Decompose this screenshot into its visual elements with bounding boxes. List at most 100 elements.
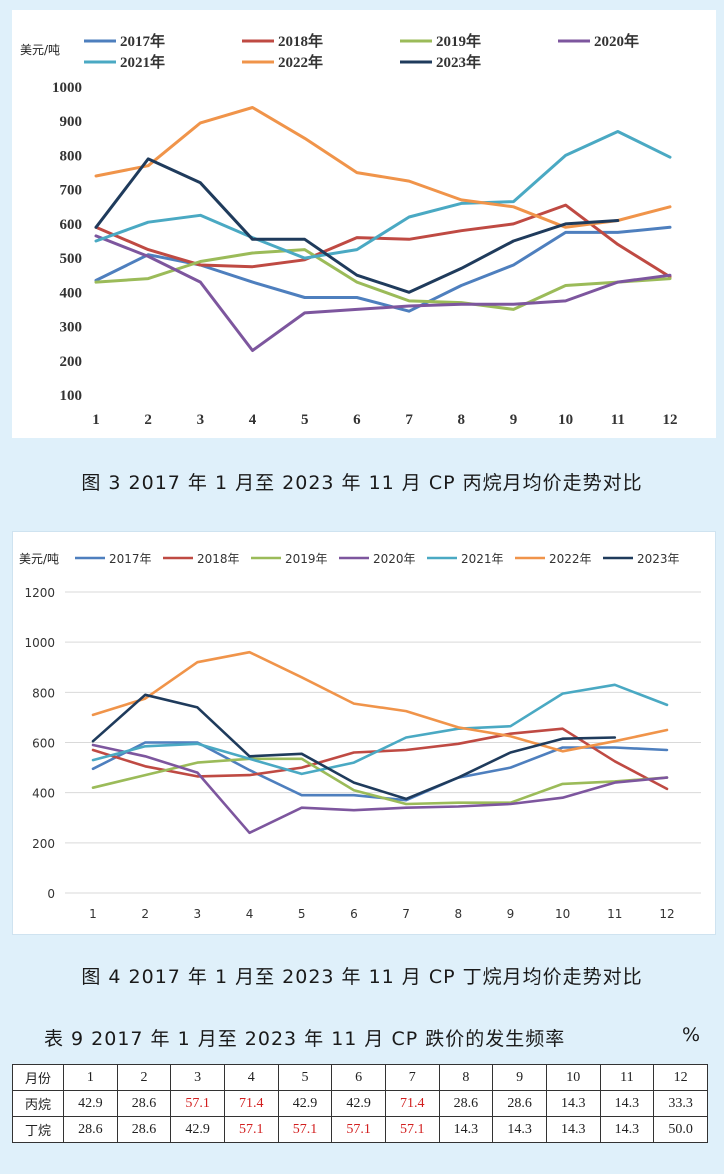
legend-entry: 2018年 <box>197 552 240 566</box>
table-cell: 14.3 <box>492 1116 547 1143</box>
x-tick-label: 2 <box>144 412 152 428</box>
row-label: 丁烷 <box>12 1116 64 1143</box>
series-line-2019 <box>94 248 672 311</box>
series-line-2023 <box>91 693 617 801</box>
month-header: 7 <box>384 1064 440 1091</box>
table-caption: 表 9 2017 年 1 月至 2023 年 11 月 CP 跌价的发生频率 <box>44 1028 566 1050</box>
x-tick-label: 6 <box>353 412 361 428</box>
x-tick-label: 8 <box>458 412 466 428</box>
y-tick-label: 700 <box>60 183 83 199</box>
x-tick-label: 1 <box>92 412 100 428</box>
series-line-2021 <box>91 683 669 776</box>
y-tick-label: 400 <box>32 787 55 801</box>
series-line-2020 <box>94 234 672 352</box>
month-header: 11 <box>599 1064 655 1091</box>
table-cell: 57.1 <box>170 1090 225 1117</box>
x-tick-label: 3 <box>197 412 205 428</box>
legend-entry: 2021年 <box>120 53 165 71</box>
table-cell: 57.1 <box>331 1116 386 1143</box>
x-tick-label: 5 <box>298 907 306 921</box>
y-tick-label: 1200 <box>24 586 55 600</box>
table-cell: 14.3 <box>599 1116 655 1143</box>
x-tick-label: 6 <box>350 907 358 921</box>
month-header: 5 <box>277 1064 333 1091</box>
header-label: 月份 <box>12 1064 64 1091</box>
month-header: 8 <box>438 1064 494 1091</box>
table-cell: 28.6 <box>63 1116 118 1143</box>
table-cell: 14.3 <box>545 1116 601 1143</box>
chart-butane-caption: 图 4 2017 年 1 月至 2023 年 11 月 CP 丁烷月均价走势对比 <box>81 966 643 988</box>
table-cell: 42.9 <box>277 1090 333 1117</box>
y-tick-label: 200 <box>32 837 55 851</box>
table-cell: 42.9 <box>63 1090 118 1117</box>
legend-entry: 2019年 <box>436 32 481 50</box>
x-tick-label: 10 <box>555 907 570 921</box>
table-row-propane: 丙烷 42.9 28.6 57.1 71.4 42.9 42.9 71.4 28… <box>12 1090 708 1117</box>
legend-entry: 2023年 <box>436 53 481 71</box>
series-line-2019 <box>91 757 669 806</box>
legend-entry: 2017年 <box>120 32 165 50</box>
x-tick-label: 4 <box>249 412 257 428</box>
x-tick-label: 3 <box>194 907 202 921</box>
table-cell: 57.1 <box>277 1116 333 1143</box>
legend-entry: 2022年 <box>278 53 323 71</box>
x-tick-label: 9 <box>507 907 515 921</box>
legend-entry: 2022年 <box>549 552 592 566</box>
table-cell: 28.6 <box>116 1116 172 1143</box>
legend-entry: 2020年 <box>373 552 416 566</box>
y-tick-label: 1000 <box>52 80 82 96</box>
chart-propane-panel: 美元/吨 100 200 300 400 500 600 700 800 900 1000 1 2 3 4 5… <box>12 10 716 438</box>
table-cell: 71.4 <box>223 1090 279 1117</box>
month-header: 9 <box>492 1064 547 1091</box>
table-cell: 28.6 <box>492 1090 547 1117</box>
x-tick-label: 7 <box>405 412 413 428</box>
series-line-2018 <box>94 203 672 279</box>
table-cell: 57.1 <box>223 1116 279 1143</box>
y-axis-label: 美元/吨 <box>19 552 59 566</box>
month-header: 1 <box>63 1064 118 1091</box>
month-header: 2 <box>116 1064 172 1091</box>
x-tick-label: 7 <box>402 907 410 921</box>
table-header-row: 月份 1 2 3 4 5 6 7 8 9 10 11 12 <box>12 1064 708 1091</box>
y-tick-label: 800 <box>60 148 83 164</box>
y-tick-label: 0 <box>47 887 55 901</box>
series-line-2022 <box>91 650 669 753</box>
table-cell: 33.3 <box>653 1090 708 1117</box>
series-line-2020 <box>91 743 669 835</box>
y-tick-label: 200 <box>60 354 83 370</box>
table-unit: % <box>682 1024 701 1046</box>
x-tick-label: 12 <box>663 412 678 428</box>
month-header: 12 <box>653 1064 708 1091</box>
legend-entry: 2017年 <box>109 552 152 566</box>
x-tick-label: 12 <box>659 907 674 921</box>
row-label: 丙烷 <box>12 1090 64 1117</box>
x-tick-label: 5 <box>301 412 309 428</box>
legend-entry: 2019年 <box>285 552 328 566</box>
x-tick-label: 2 <box>141 907 149 921</box>
table-cell: 14.3 <box>545 1090 601 1117</box>
table-cell: 57.1 <box>384 1116 440 1143</box>
x-tick-label: 1 <box>89 907 97 921</box>
y-tick-label: 300 <box>60 320 83 336</box>
y-tick-label: 900 <box>60 114 83 130</box>
table-cell: 28.6 <box>116 1090 172 1117</box>
table-cell: 50.0 <box>653 1116 708 1143</box>
table-cell: 42.9 <box>331 1090 386 1117</box>
x-tick-label: 8 <box>454 907 462 921</box>
series-line-2021 <box>94 130 672 260</box>
table-cell: 28.6 <box>438 1090 494 1117</box>
x-tick-label: 10 <box>558 412 573 428</box>
y-tick-label: 600 <box>60 217 83 233</box>
y-tick-label: 600 <box>32 737 55 751</box>
legend-entry: 2018年 <box>278 32 323 50</box>
x-tick-label: 9 <box>510 412 518 428</box>
month-header: 3 <box>170 1064 225 1091</box>
legend-entry: 2021年 <box>461 552 504 566</box>
x-tick-label: 11 <box>611 412 625 428</box>
month-header: 6 <box>331 1064 386 1091</box>
table-cell: 14.3 <box>599 1090 655 1117</box>
table-cell: 42.9 <box>170 1116 225 1143</box>
x-tick-label: 11 <box>607 907 622 921</box>
y-tick-label: 500 <box>60 251 83 267</box>
